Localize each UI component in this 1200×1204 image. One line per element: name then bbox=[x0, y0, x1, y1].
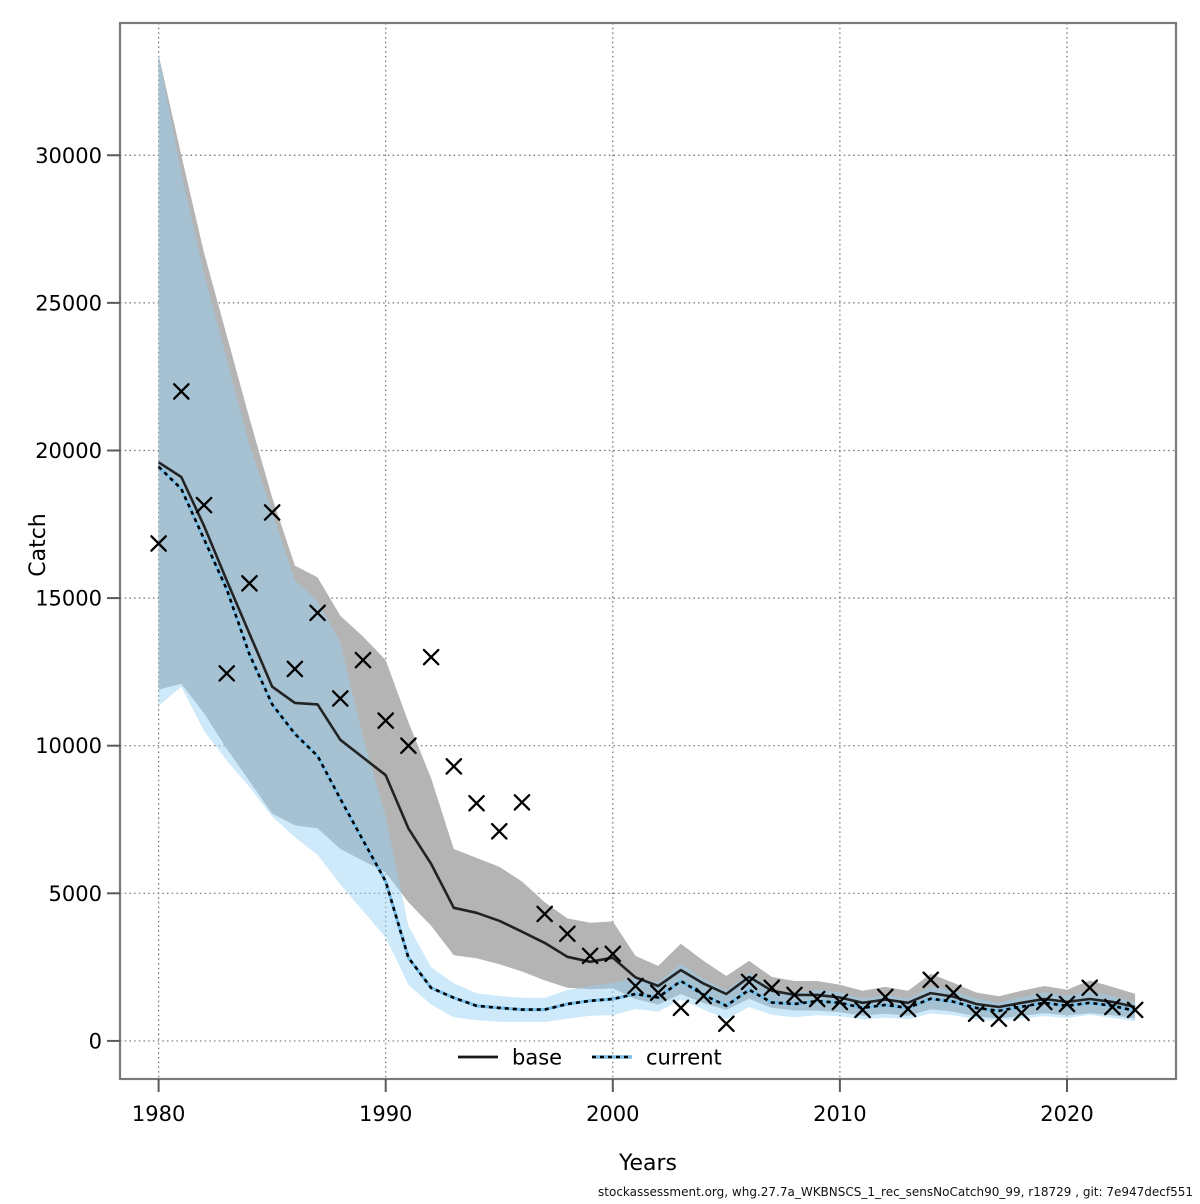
current-confidence-band bbox=[158, 54, 1136, 1022]
catch-marker-2001 bbox=[627, 977, 644, 995]
catch-marker-1993 bbox=[445, 758, 463, 775]
series-lines bbox=[157, 461, 1136, 1013]
x-tick-label: 2000 bbox=[586, 1102, 639, 1126]
catch-marker-2014 bbox=[922, 971, 940, 989]
catch-marker-1992 bbox=[422, 648, 440, 666]
axis-ticks bbox=[107, 154, 1068, 1092]
catch-marker-2010 bbox=[831, 993, 849, 1011]
legend: base current bbox=[458, 1046, 722, 1070]
catch-marker-2005 bbox=[717, 1015, 735, 1033]
catch-marker-2013 bbox=[899, 1000, 917, 1018]
plot-frame bbox=[118, 21, 1178, 1081]
catch-marker-1982 bbox=[195, 496, 213, 514]
catch-marker-2008 bbox=[786, 986, 803, 1004]
current-line-underlay bbox=[157, 465, 1136, 1013]
catch-marker-2022 bbox=[1104, 998, 1121, 1016]
catch-marker-1986 bbox=[286, 660, 304, 678]
y-tick-label: 5000 bbox=[49, 882, 102, 906]
y-tick-label: 30000 bbox=[35, 144, 102, 168]
catch-marker-1981 bbox=[172, 383, 190, 400]
catch-marker-1987 bbox=[309, 604, 326, 622]
confidence-bands bbox=[158, 54, 1136, 1022]
x-tick-label: 2010 bbox=[813, 1102, 866, 1126]
legend-current-label: current bbox=[646, 1046, 722, 1070]
x-tick-label: 1990 bbox=[359, 1102, 412, 1126]
catch-marker-1995 bbox=[490, 822, 508, 840]
y-tick-label: 20000 bbox=[35, 439, 102, 463]
x-axis-title: Years bbox=[618, 1151, 677, 1176]
catch-marker-2009 bbox=[808, 990, 826, 1008]
y-tick-label: 10000 bbox=[35, 734, 102, 758]
catch-marker-2018 bbox=[1013, 1004, 1030, 1022]
catch-marker-2020 bbox=[1058, 995, 1076, 1013]
catch-marker-1984 bbox=[241, 574, 258, 592]
y-tick-label: 0 bbox=[89, 1029, 102, 1053]
catch-marker-2015 bbox=[945, 984, 962, 1002]
catch-marker-1985 bbox=[263, 504, 281, 521]
axis-tick-labels: 0 5000 10000 15000 20000 25000 30000 1980 1990 20… bbox=[35, 144, 1094, 1126]
catch-marker-2002 bbox=[649, 984, 667, 1002]
catch-marker-2000 bbox=[604, 945, 622, 963]
catch-marker-1999 bbox=[581, 947, 599, 965]
observed-catch-markers bbox=[150, 383, 1144, 1033]
catch-marker-1980 bbox=[150, 535, 167, 552]
gridlines bbox=[120, 23, 1176, 1079]
catch-marker-1997 bbox=[536, 905, 554, 923]
catch-marker-1991 bbox=[400, 737, 417, 755]
catch-marker-2019 bbox=[1035, 993, 1053, 1011]
base-confidence-band bbox=[158, 54, 1136, 1019]
catch-marker-2011 bbox=[854, 1001, 871, 1019]
catch-marker-1998 bbox=[559, 925, 576, 943]
y-tick-label: 25000 bbox=[35, 291, 102, 315]
catch-marker-2012 bbox=[876, 988, 894, 1006]
catch-marker-1989 bbox=[354, 651, 372, 669]
source-caption: stockassessment.org, whg.27.7a_WKBNSCS_1… bbox=[598, 1185, 1193, 1199]
catch-marker-2017 bbox=[990, 1010, 1008, 1028]
x-tick-label: 1980 bbox=[132, 1102, 185, 1126]
catch-marker-1988 bbox=[331, 690, 349, 707]
legend-base-label: base bbox=[512, 1046, 562, 1070]
y-tick-label: 15000 bbox=[35, 587, 102, 611]
catch-marker-1983 bbox=[218, 665, 236, 682]
catch-marker-1990 bbox=[377, 712, 395, 729]
y-axis-title: Catch bbox=[26, 513, 51, 577]
base-line bbox=[157, 461, 1136, 1009]
catch-marker-2007 bbox=[763, 979, 781, 997]
catch-marker-2006 bbox=[740, 973, 758, 991]
catch-marker-1994 bbox=[468, 794, 485, 812]
catch-marker-2004 bbox=[695, 987, 712, 1005]
x-tick-label: 2020 bbox=[1040, 1102, 1093, 1126]
catch-marker-2016 bbox=[967, 1005, 985, 1023]
catch-marker-2023 bbox=[1126, 1001, 1144, 1019]
catch-marker-2003 bbox=[672, 999, 690, 1017]
catch-marker-2021 bbox=[1081, 979, 1099, 997]
catch-marker-1996 bbox=[513, 794, 531, 811]
